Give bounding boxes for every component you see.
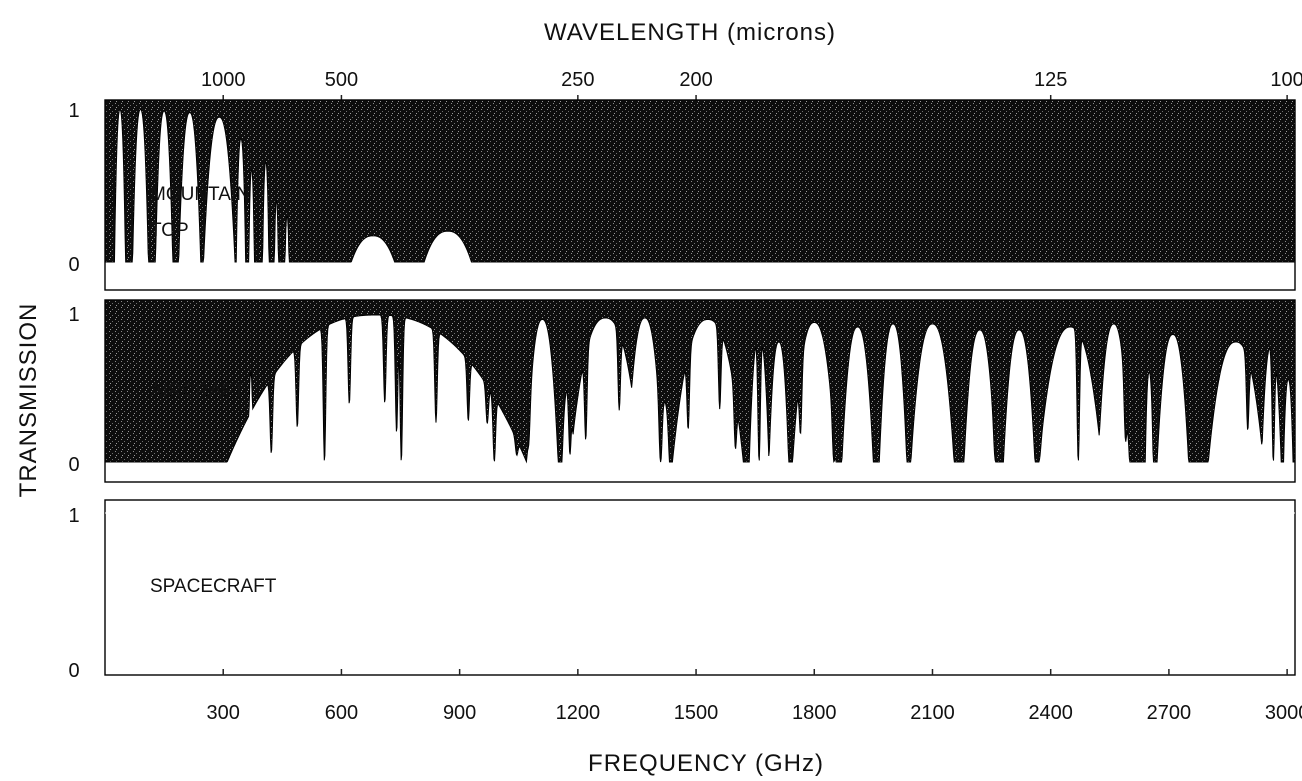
opacity-fill-series-1 bbox=[105, 100, 1295, 263]
y-axis-title: TRANSMISSION bbox=[15, 303, 42, 498]
top-tick-label: 1000 bbox=[201, 69, 246, 91]
panel-2: 1 0 AIRCRAFT bbox=[68, 299, 1296, 483]
y-tick-label-1: 1 bbox=[68, 304, 79, 326]
panel-label: MOUNTAIN bbox=[150, 184, 250, 205]
x-tick-label: 2100 bbox=[910, 702, 955, 724]
x-tick-label: 1200 bbox=[556, 702, 601, 724]
panel-1: 1 0 MOUNTAIN TOP bbox=[68, 99, 1296, 291]
y-tick-label-0: 0 bbox=[68, 454, 79, 476]
x-axis-ticks: 300 600 900 1200 1500 1800 2100 2400 2700 3000 bbox=[207, 669, 1302, 724]
y-tick-label-1: 1 bbox=[68, 505, 79, 527]
x-tick-label: 2700 bbox=[1147, 702, 1192, 724]
top-tick-label: 100 bbox=[1270, 69, 1302, 91]
top-tick-label: 125 bbox=[1034, 69, 1067, 91]
x-tick-label: 2400 bbox=[1028, 702, 1073, 724]
x-tick-label: 1800 bbox=[792, 702, 837, 724]
y-tick-label-1: 1 bbox=[68, 100, 79, 122]
x-tick-label: 900 bbox=[443, 702, 476, 724]
top-tick-label: 500 bbox=[325, 69, 358, 91]
top-axis-title: WAVELENGTH (microns) bbox=[544, 19, 836, 46]
chart-panels: 1 0 MOUNTAIN TOP 1 0 AIRCRAFT 1 0 SPACECRAFT bbox=[68, 99, 1296, 682]
panel-3: 1 0 SPACECRAFT bbox=[68, 499, 1296, 682]
opacity-fill-series-2 bbox=[105, 300, 1295, 464]
x-tick-label: 300 bbox=[207, 702, 240, 724]
panel-frame bbox=[104, 499, 1296, 676]
panel-label: SPACECRAFT bbox=[150, 576, 277, 597]
top-tick-label: 200 bbox=[679, 69, 712, 91]
x-tick-label: 600 bbox=[325, 702, 358, 724]
y-tick-label-0: 0 bbox=[68, 660, 79, 682]
panel-label: TOP bbox=[150, 220, 189, 241]
top-axis-ticks: 1000 500 250 200 125 100 bbox=[201, 69, 1302, 101]
x-tick-label: 1500 bbox=[674, 702, 719, 724]
y-tick-label-0: 0 bbox=[68, 254, 79, 276]
panel-label: AIRCRAFT bbox=[150, 381, 245, 402]
x-axis-title: FREQUENCY (GHz) bbox=[588, 750, 824, 776]
x-tick-label: 3000 bbox=[1265, 702, 1302, 724]
top-tick-label: 250 bbox=[561, 69, 594, 91]
